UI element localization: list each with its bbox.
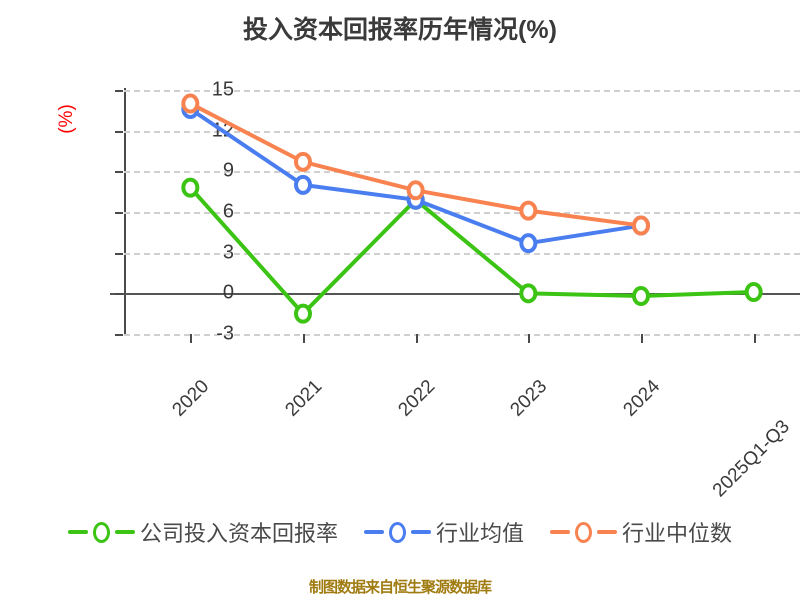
- chart-footnote: 制图数据来自恒生聚源数据库: [0, 576, 800, 597]
- legend-line-swatch: [597, 530, 617, 534]
- legend-marker-icon: [575, 521, 592, 543]
- data-point-marker: [406, 180, 425, 201]
- legend-label: 公司投入资本回报率: [139, 521, 338, 546]
- legend-item[interactable]: 行业中位数: [550, 516, 732, 548]
- series-line: [188, 185, 756, 316]
- data-point-marker: [181, 177, 200, 198]
- x-axis-tick-label: 2024: [619, 375, 665, 421]
- y-axis-tick-label: 3: [222, 241, 234, 264]
- y-axis-tick: [115, 252, 123, 255]
- y-axis-labels: 15 12 9 6 3 0 -3: [124, 79, 248, 345]
- gridline: [124, 212, 800, 214]
- data-point-marker: [294, 174, 312, 195]
- x-axis-tick-label: 2025Q1-Q3: [708, 416, 794, 502]
- chart-title: 投入资本回报率历年情况(%): [243, 16, 557, 44]
- x-axis-tick: [528, 334, 531, 343]
- data-point-marker: [632, 286, 650, 307]
- x-axis-tick: [190, 334, 193, 343]
- data-point-marker: [519, 200, 538, 221]
- y-axis-tick: [115, 334, 123, 336]
- legend-line-swatch: [114, 530, 135, 534]
- series-line: [188, 106, 643, 246]
- zero-line: [110, 293, 800, 296]
- y-axis-tick: [115, 212, 123, 214]
- y-axis-tick-label: 0: [222, 281, 234, 304]
- legend-line-swatch: [550, 530, 570, 534]
- data-point-marker: [294, 303, 312, 324]
- legend-line-swatch: [67, 530, 88, 534]
- legend-line-swatch: [363, 530, 384, 534]
- x-axis-tick-label: 2023: [506, 375, 552, 421]
- x-axis-tick-label: 2021: [281, 375, 327, 421]
- gridline: [124, 252, 800, 255]
- gridline: [124, 334, 800, 336]
- legend-item[interactable]: 公司投入资本回报率: [67, 516, 338, 548]
- y-axis-tick-label: 6: [222, 200, 234, 223]
- plot-area: 15 12 9 6 3 0 -3 2020 2021 2022 2023 2024 2025Q1-Q3: [110, 79, 800, 501]
- gridline: [124, 90, 800, 92]
- x-axis-tick-label: 2020: [168, 375, 214, 421]
- data-point-marker: [519, 233, 538, 254]
- data-point-marker: [181, 93, 200, 114]
- legend-label: 行业中位数: [622, 521, 733, 546]
- y-axis-tick: [115, 130, 123, 133]
- gridline: [124, 130, 800, 133]
- y-axis-tick-label: 9: [222, 159, 234, 182]
- legend-marker-icon: [388, 521, 406, 543]
- legend-label: 行业均值: [435, 521, 524, 546]
- data-point-marker: [632, 215, 650, 236]
- y-axis-unit-label: (%): [55, 104, 77, 134]
- data-point-marker: [294, 151, 312, 172]
- y-axis-tick: [115, 293, 123, 296]
- y-axis-tick-label: -3: [216, 322, 234, 345]
- x-axis-tick: [753, 334, 756, 343]
- chart-legend: 公司投入资本回报率 行业均值 行业中位数: [0, 516, 800, 548]
- x-axis-tick: [641, 334, 643, 343]
- footnote-text: 制图数据来自恒生聚源数据库: [308, 579, 492, 596]
- y-axis-tick-label: 15: [211, 78, 234, 101]
- x-axis-tick: [415, 334, 418, 343]
- y-axis-tick: [115, 171, 123, 174]
- x-axis-tick: [303, 334, 305, 343]
- data-point-marker: [519, 283, 538, 304]
- series-layer: [181, 93, 763, 324]
- legend-item[interactable]: 行业均值: [363, 516, 524, 548]
- legend-marker-icon: [92, 521, 110, 543]
- data-point-marker: [744, 281, 763, 302]
- x-axis-tick-label: 2022: [394, 375, 439, 421]
- legend-line-swatch: [410, 530, 431, 534]
- y-axis-tick: [115, 90, 123, 92]
- gridline: [124, 171, 800, 174]
